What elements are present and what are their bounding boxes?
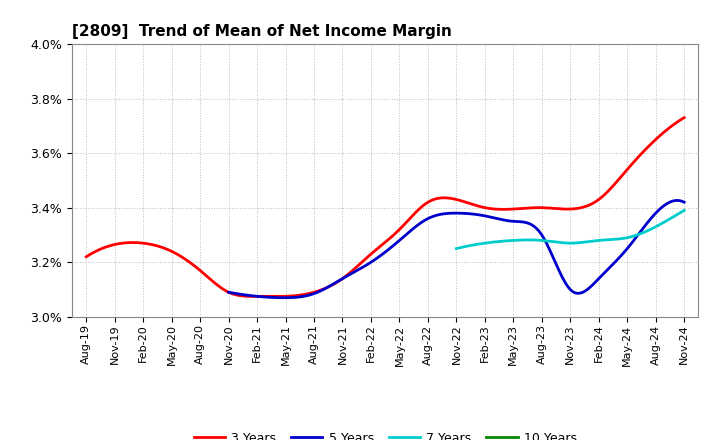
5 Years (496, 217, 505, 222)
7 Years (452, 246, 461, 251)
Line: 3 Years: 3 Years (86, 117, 684, 297)
7 Years (575, 240, 584, 245)
Legend: 3 Years, 5 Years, 7 Years, 10 Years: 3 Years, 5 Years, 7 Years, 10 Years (189, 427, 582, 440)
7 Years (560, 240, 569, 246)
5 Years (598, 272, 607, 277)
7 Years (562, 240, 570, 246)
Line: 7 Years: 7 Years (456, 210, 684, 249)
3 Years (573, 206, 582, 211)
3 Years (439, 195, 448, 201)
Text: [2809]  Trend of Mean of Net Income Margin: [2809] Trend of Mean of Net Income Margi… (72, 24, 452, 39)
3 Years (407, 215, 415, 220)
3 Years (271, 294, 280, 299)
5 Years (472, 212, 480, 217)
7 Years (680, 208, 688, 213)
3 Years (371, 248, 379, 253)
5 Years (279, 295, 288, 301)
Line: 5 Years: 5 Years (229, 201, 684, 298)
5 Years (670, 198, 678, 203)
3 Years (680, 115, 688, 120)
7 Years (639, 230, 647, 235)
7 Years (675, 211, 683, 216)
5 Years (444, 211, 453, 216)
5 Years (680, 200, 688, 205)
3 Years (667, 124, 675, 129)
5 Years (672, 198, 681, 203)
7 Years (588, 238, 596, 244)
5 Years (225, 290, 233, 295)
5 Years (441, 211, 450, 216)
3 Years (367, 251, 376, 257)
3 Years (82, 254, 91, 260)
